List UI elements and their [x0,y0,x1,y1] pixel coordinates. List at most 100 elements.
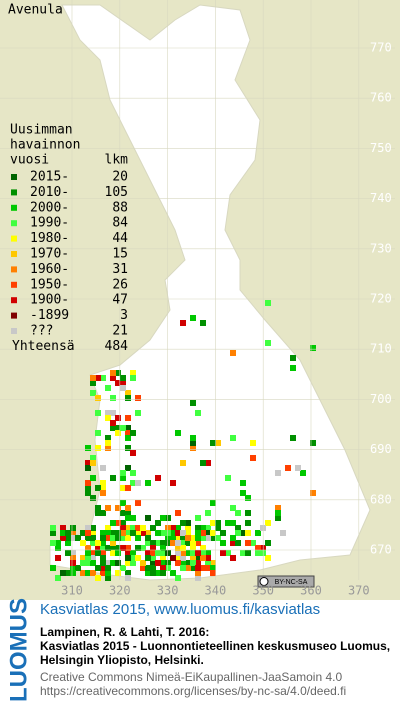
observation-square [160,565,166,571]
observation-square [130,550,136,556]
legend-swatch [11,312,17,319]
observation-square [90,570,96,576]
observation-square [230,520,236,526]
observation-square [200,565,206,571]
observation-square [90,560,96,566]
observation-square [115,530,121,536]
observation-square [180,460,186,466]
observation-square [110,425,116,431]
license-url[interactable]: https://creativecommons.org/licenses/by-… [40,684,346,698]
legend-swatch [11,220,17,227]
observation-square [255,545,261,551]
observation-square [100,465,106,471]
observation-square [145,550,151,556]
observation-square [75,535,81,541]
observation-square [190,565,196,571]
observation-square [220,530,226,536]
observation-square [170,480,176,486]
observation-square [55,575,61,581]
observation-square [175,575,181,581]
y-axis-label: 670 [370,543,392,557]
observation-square [125,570,131,576]
observation-square [175,540,181,546]
observation-square [70,555,76,561]
observation-square [65,535,71,541]
observation-square [155,560,161,566]
observation-square [190,550,196,556]
observation-square [155,530,161,536]
observation-square [90,495,96,501]
observation-square [115,520,121,526]
observation-square [125,550,131,556]
observation-square [105,530,111,536]
observation-square [100,535,106,541]
y-axis-label: 700 [370,392,392,406]
observation-square [95,375,101,381]
observation-square [230,535,236,541]
legend-label: 1980- [30,231,69,246]
observation-square [200,545,206,551]
legend-total-label: Yhteensä [12,339,75,354]
observation-square [235,540,241,546]
observation-square [125,515,131,521]
observation-square [185,560,191,566]
observation-square [85,545,91,551]
legend-count: 105 [105,185,128,200]
footer-link[interactable]: Kasviatlas 2015, www.luomus.fi/kasviatla… [40,601,320,618]
observation-square [230,540,236,546]
observation-square [170,570,176,576]
observation-square [105,545,111,551]
observation-square [105,440,111,446]
observation-square [65,570,71,576]
observation-square [75,565,81,571]
observation-square [155,570,161,576]
citation: Helsingin Yliopisto, Helsinki. [40,653,204,667]
observation-square [125,430,131,436]
observation-square [120,535,126,541]
observation-square [125,445,131,451]
observation-square [120,380,126,386]
observation-square [80,570,86,576]
observation-square [90,535,96,541]
observation-square [115,560,121,566]
observation-square [100,555,106,561]
observation-square [145,515,151,521]
observation-square [90,380,96,386]
axis-strip [0,580,400,600]
observation-square [190,540,196,546]
observation-square [190,445,196,451]
observation-square [235,510,241,516]
observation-square [70,570,76,576]
observation-square [160,560,166,566]
observation-square [175,535,181,541]
observation-square [210,565,216,571]
observation-square [130,530,136,536]
observation-square [95,410,101,416]
observation-square [125,395,131,401]
observation-square [125,525,131,531]
legend-label: 1950- [30,277,69,292]
observation-square [100,550,106,556]
observation-square [140,545,146,551]
cc-badge: BY-NC-SA [257,575,315,588]
observation-square [220,540,226,546]
observation-square [215,535,221,541]
legend-swatch [11,189,17,196]
observation-square [180,550,186,556]
observation-square [125,535,131,541]
legend-count: 21 [112,324,128,339]
observation-square [100,530,106,536]
observation-square [135,480,141,486]
observation-square [180,320,186,326]
y-axis-label: 710 [370,342,392,356]
observation-square [130,470,136,476]
observation-square [195,530,201,536]
observation-square [70,565,76,571]
observation-square [250,440,256,446]
observation-square [125,485,131,491]
observation-square [140,525,146,531]
observation-square [210,500,216,506]
x-axis-label: 350 [252,584,274,598]
legend-label: -1899 [30,308,69,323]
observation-square [275,515,281,521]
